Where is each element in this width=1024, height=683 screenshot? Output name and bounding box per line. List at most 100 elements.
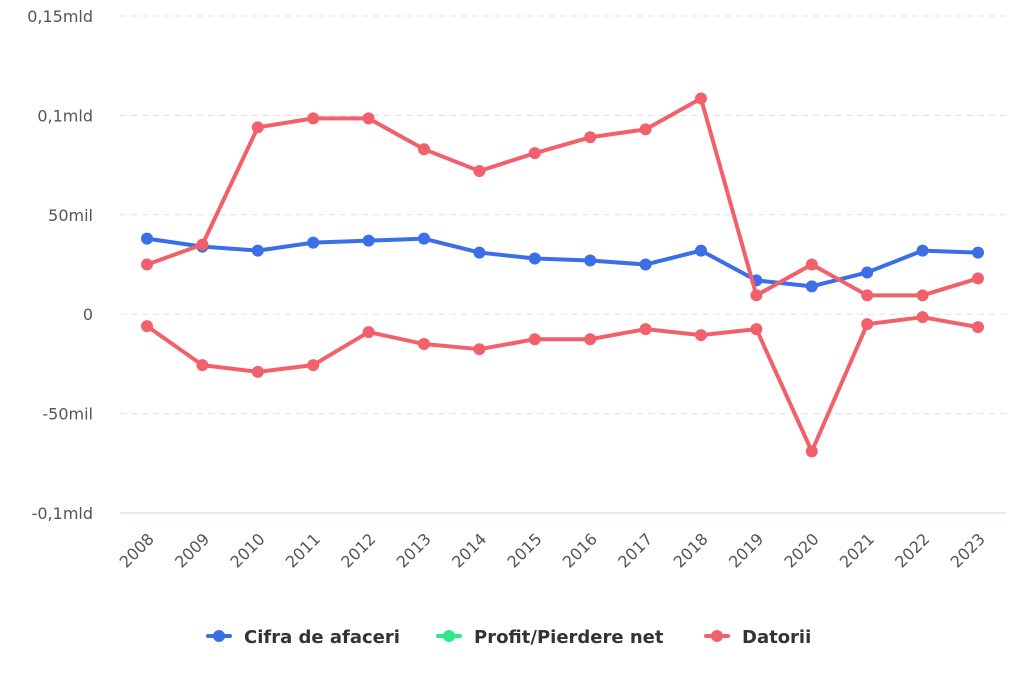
legend-marker-icon [711,630,723,642]
data-point [584,131,597,144]
series-segment [920,248,980,255]
series-datorii [141,92,984,302]
data-point [362,112,375,125]
series-segment [865,315,925,327]
series-segment [643,327,703,338]
y-tick-label: 0,1mld [37,106,93,125]
series-segment [699,96,759,298]
y-tick-label: -0,1mld [32,504,93,523]
series-segment [366,330,426,347]
series-segment [145,236,205,249]
grid [120,15,1006,514]
data-point [307,359,320,372]
x-tick-label: 2022 [891,529,933,571]
x-tick-label: 2021 [836,529,878,571]
data-point [861,289,874,302]
series-segment [699,248,759,283]
series-segment [477,151,537,174]
data-point [141,232,153,245]
data-point [805,258,818,271]
data-point [639,258,652,271]
legend-label: Datorii [742,627,811,648]
series-segment [643,248,703,267]
data-point [251,244,264,257]
data-point [695,329,707,342]
series-segment [920,276,980,298]
data-point [639,123,652,136]
data-point [972,321,984,334]
x-tick-label: 2011 [282,529,324,571]
legend-item[interactable]: Profit/Pierdere net [436,627,664,648]
series-segment [754,327,814,454]
data-point [473,246,486,259]
legend: Cifra de afaceri Profit/Pierdere net Dator… [206,627,811,648]
legend-marker-icon [443,630,455,642]
series-group [141,92,984,458]
series-segment [255,116,316,130]
data-point [805,280,818,293]
data-point [418,143,430,156]
data-point [584,254,597,267]
data-point [251,365,264,378]
data-point [916,311,929,324]
legend-item[interactable]: Cifra de afaceri [206,627,400,648]
data-point [805,445,818,458]
series-segment [865,248,925,275]
data-point [750,289,763,302]
series-segment [699,327,759,338]
data-point [528,333,541,346]
series-segment [588,258,648,267]
data-point [972,246,984,259]
series-profit-pierdere-net [141,311,984,458]
data-point [251,121,264,134]
data-point [695,244,707,257]
x-tick-label: 2018 [670,529,712,571]
series-segment [311,238,371,245]
series-segment [145,324,205,368]
legend-label: Profit/Pierdere net [474,627,664,648]
data-point [750,323,763,336]
legend-item[interactable]: Datorii [704,627,811,648]
series-segment [200,244,260,253]
series-segment [311,330,371,368]
data-point [473,343,486,356]
x-tick-label: 2012 [337,529,379,571]
data-point [861,266,874,279]
x-tick-label: 2016 [559,529,601,571]
series-segment [366,236,426,243]
data-point [861,318,874,331]
series-segment [920,315,980,330]
series-segment [532,256,593,263]
data-point [916,244,929,257]
data-point [307,112,320,125]
x-tick-label: 2015 [503,529,545,571]
series-segment [255,240,316,253]
data-point [196,359,209,372]
y-tick-label: 0 [83,305,93,324]
data-point [362,326,375,339]
legend-marker-icon [213,630,225,642]
x-tick-label: 2013 [393,529,435,571]
series-segment [422,236,482,255]
series-segment [532,135,593,156]
x-tick-label: 2020 [780,529,822,571]
data-point [584,333,597,346]
data-point [307,236,320,249]
data-point [418,232,430,245]
data-point [528,147,541,160]
data-point [418,338,430,351]
series-segment [588,127,648,140]
series-segment [422,147,482,174]
series-segment [422,342,482,352]
data-point [639,323,652,336]
series-segment [754,262,814,298]
data-point [362,234,375,247]
y-tick-label: 0,15mld [27,7,93,26]
series-segment [754,278,814,289]
series-segment [255,363,316,374]
data-point [141,320,153,333]
x-axis: 2008 2009 2010 2011 2012 2013 2014 2015 2016 2017… [116,529,989,571]
x-tick-label: 2008 [116,529,158,571]
x-tick-label: 2009 [171,529,213,571]
series-segment [200,125,260,247]
